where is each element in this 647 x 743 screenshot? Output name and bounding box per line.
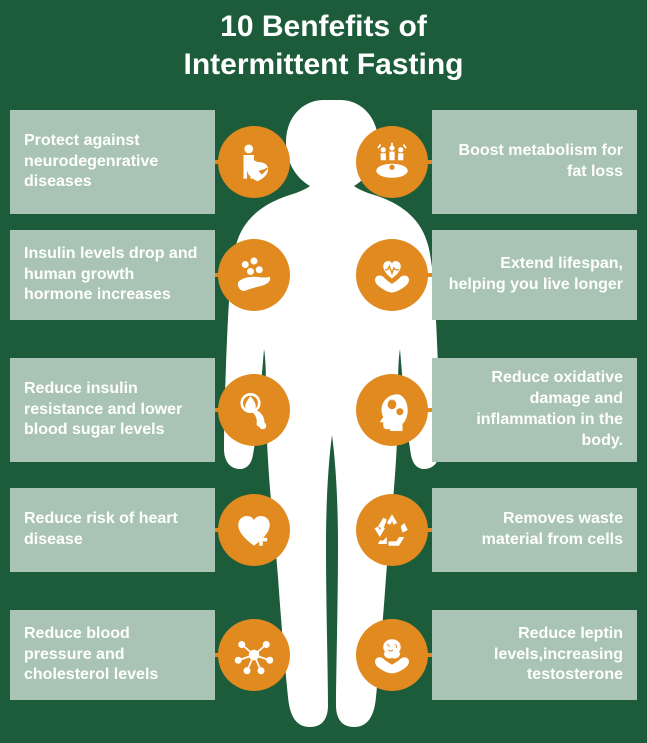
hand-pills-icon <box>218 239 290 311</box>
benefit-box-right-4: Reduce leptin levels,increasing testoste… <box>432 610 637 700</box>
hands-heart-icon <box>356 239 428 311</box>
benefit-text: Reduce insulin resistance and lower bloo… <box>24 379 201 441</box>
benefit-box-left-1: Insulin levels drop and human growth hor… <box>10 230 215 320</box>
benefit-text: Insulin levels drop and human growth hor… <box>24 244 201 306</box>
benefit-text: Reduce oxidative damage and inflammation… <box>446 368 623 451</box>
benefit-box-left-3: Reduce risk of heart disease <box>10 488 215 572</box>
infographic-title: 10 Benfefits of Intermittent Fasting <box>0 0 647 83</box>
hands-brain-icon <box>356 619 428 691</box>
benefit-box-right-1: Extend lifespan, helping you live longer <box>432 230 637 320</box>
benefit-text: Reduce leptin levels,increasing testoste… <box>446 624 623 686</box>
benefit-text: Protect against neurodegenrative disease… <box>24 131 201 193</box>
head-gears-icon <box>356 374 428 446</box>
benefit-box-left-4: Reduce blood pressure and cholesterol le… <box>10 610 215 700</box>
benefit-text: Extend lifespan, helping you live longer <box>446 254 623 296</box>
shield-icon <box>218 126 290 198</box>
network-icon <box>218 619 290 691</box>
benefit-text: Reduce blood pressure and cholesterol le… <box>24 624 201 686</box>
scale-people-icon <box>356 126 428 198</box>
benefit-box-left-2: Reduce insulin resistance and lower bloo… <box>10 358 215 462</box>
benefit-text: Removes waste material from cells <box>446 509 623 551</box>
heart-plus-icon <box>218 494 290 566</box>
benefit-box-right-0: Boost metabolism for fat loss <box>432 110 637 214</box>
benefit-box-right-2: Reduce oxidative damage and inflammation… <box>432 358 637 462</box>
blood-drop-icon <box>218 374 290 446</box>
title-line-1: 10 Benfefits of <box>220 10 427 43</box>
benefit-text: Boost metabolism for fat loss <box>446 141 623 183</box>
benefit-box-left-0: Protect against neurodegenrative disease… <box>10 110 215 214</box>
recycle-icon <box>356 494 428 566</box>
benefit-text: Reduce risk of heart disease <box>24 509 201 551</box>
title-line-2: Intermittent Fasting <box>183 48 463 81</box>
benefit-box-right-3: Removes waste material from cells <box>432 488 637 572</box>
